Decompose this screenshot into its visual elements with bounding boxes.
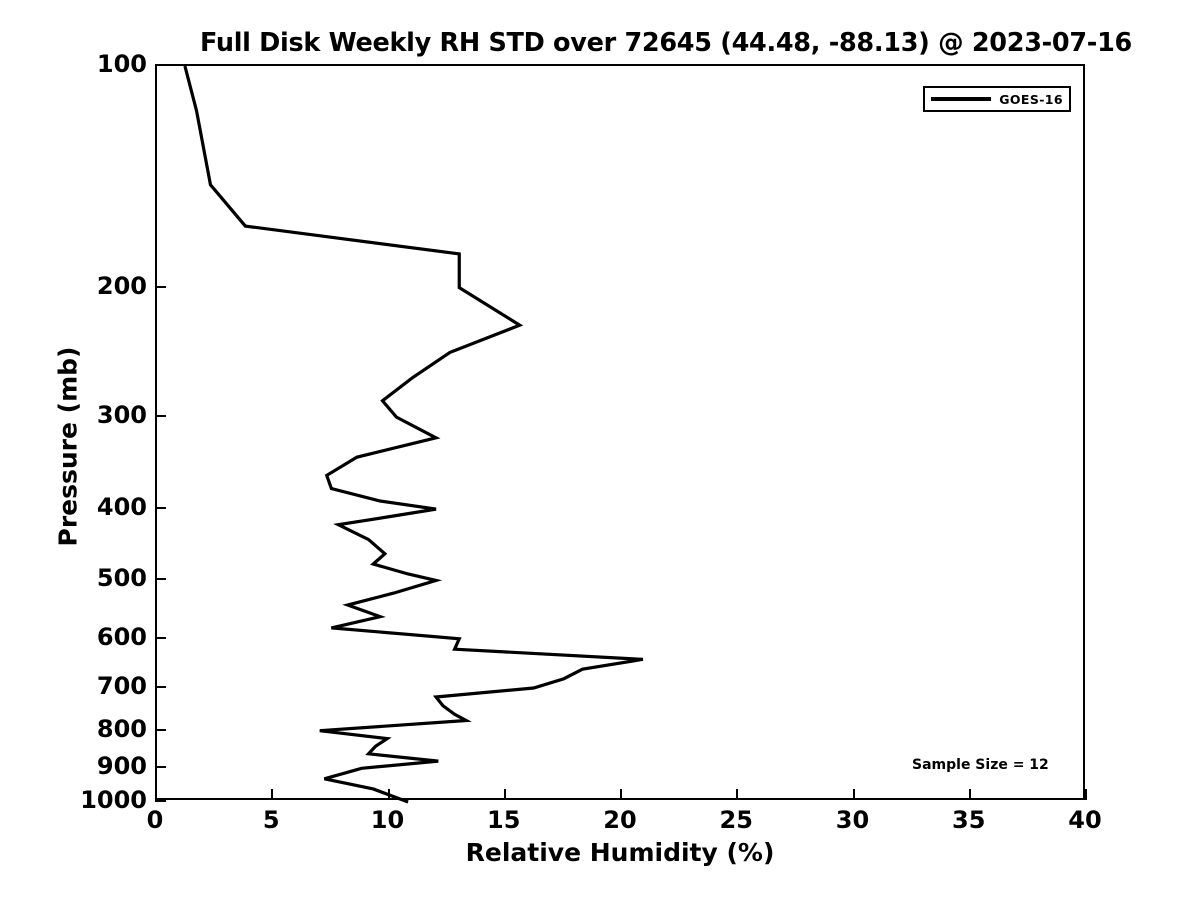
legend-line-swatch	[931, 97, 992, 101]
data-line-chart	[183, 65, 644, 804]
y-tick-mark	[155, 766, 166, 769]
legend[interactable]: GOES-16	[923, 86, 1071, 112]
x-tick-label: 25	[719, 806, 753, 834]
y-tick-label: 900	[96, 752, 147, 781]
y-tick-label: 300	[96, 401, 147, 430]
legend-label: GOES-16	[999, 91, 1063, 107]
x-tick-mark	[1085, 789, 1087, 800]
x-tick-mark	[271, 789, 274, 800]
x-tick-mark	[503, 789, 506, 800]
x-axis-label: Relative Humidity (%)	[465, 838, 775, 867]
x-tick-label: 30	[835, 806, 870, 834]
y-tick-mark	[155, 507, 166, 510]
y-tick-label: 1000	[80, 786, 147, 814]
x-tick-label: 5	[262, 806, 280, 834]
y-tick-label: 600	[96, 622, 147, 651]
y-tick-mark	[155, 415, 166, 418]
x-tick-mark	[968, 789, 971, 800]
x-tick-label: 20	[603, 806, 637, 834]
x-tick-label: 0	[146, 806, 164, 834]
y-tick-mark	[155, 685, 166, 688]
x-tick-label: 10	[370, 806, 405, 834]
y-tick-mark	[155, 285, 166, 288]
series-line-goes-16	[183, 65, 644, 804]
x-tick-label: 35	[952, 806, 986, 834]
x-tick-mark	[620, 789, 622, 800]
sample-size-annotation: Sample Size = 12	[912, 757, 1049, 773]
x-tick-label: 15	[487, 806, 521, 834]
y-tick-label: 100	[96, 50, 147, 78]
y-tick-label: 400	[96, 493, 147, 522]
plot-area	[155, 64, 1085, 804]
x-tick-mark	[736, 789, 739, 800]
x-tick-label: 40	[1068, 806, 1102, 834]
y-tick-mark	[155, 800, 166, 802]
x-tick-mark	[852, 789, 855, 800]
page-title: Full Disk Weekly RH STD over 72645 (44.4…	[200, 28, 1132, 58]
y-tick-label: 800	[96, 714, 147, 743]
y-axis-label: Pressure (mb)	[53, 346, 83, 547]
y-tick-mark	[155, 728, 166, 731]
y-tick-label: 200	[96, 271, 147, 300]
y-tick-mark	[155, 578, 166, 581]
y-tick-label: 700	[96, 671, 147, 700]
y-tick-mark	[155, 636, 166, 639]
y-tick-label: 500	[96, 564, 147, 593]
